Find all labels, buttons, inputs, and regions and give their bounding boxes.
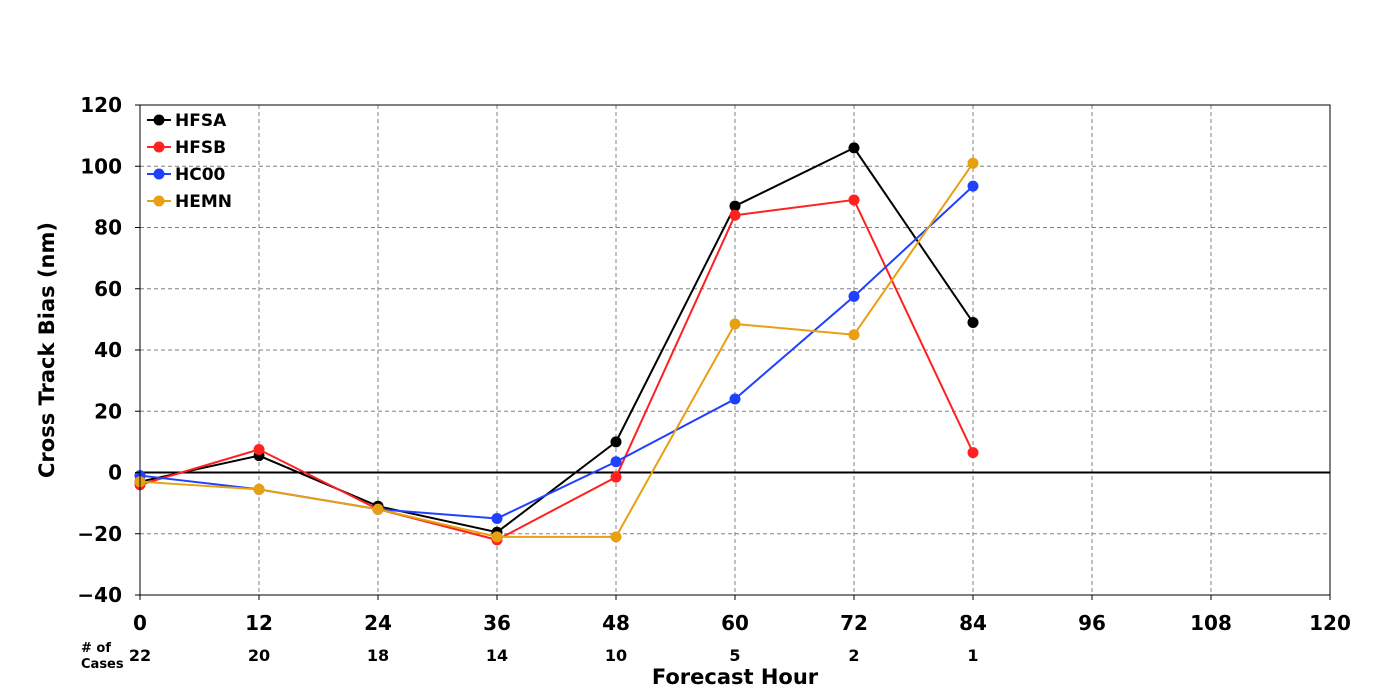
data-point [967, 316, 979, 328]
case-count-label: 2 [848, 646, 859, 665]
data-point [253, 483, 265, 495]
x-tick-label: 12 [245, 611, 273, 635]
series-line [139, 185, 974, 520]
y-tick-label: 20 [94, 399, 122, 423]
data-point [610, 471, 622, 483]
cases-header: # of Cases [81, 641, 124, 672]
x-axis-title: Forecast Hour [652, 665, 819, 689]
series-layer [134, 142, 979, 546]
x-tick-label: 96 [1078, 611, 1106, 635]
data-point [610, 456, 622, 468]
data-point [729, 209, 741, 221]
series-line [139, 162, 974, 538]
data-point [848, 142, 860, 154]
legend-label: HEMN [175, 192, 232, 212]
case-count-label: 1 [967, 646, 978, 665]
legend-label: HFSB [175, 138, 226, 158]
legend-marker [153, 195, 165, 207]
legend-item-hfsb: HFSB [147, 138, 226, 158]
x-tick-label: 84 [959, 611, 987, 635]
tick-layer: 0 12 24 36 48 60 72 84 96 108 120 −40 −20 0 20 40 60 80 10… [77, 93, 1350, 635]
x-tick-label: 48 [602, 611, 630, 635]
x-tick-label: 72 [840, 611, 868, 635]
x-tick-label: 24 [364, 611, 392, 635]
y-tick-label: −40 [77, 583, 122, 607]
x-tick-label: 60 [721, 611, 749, 635]
case-count-label: 20 [248, 646, 270, 665]
case-count-label: 14 [486, 646, 508, 665]
data-point [848, 194, 860, 206]
data-point [848, 329, 860, 341]
case-count-label: 22 [129, 646, 151, 665]
data-point [372, 503, 384, 515]
grid-layer [140, 105, 1330, 595]
data-point [967, 157, 979, 169]
legend-item-hc00: HC00 [147, 165, 226, 185]
x-tick-label: 36 [483, 611, 511, 635]
y-tick-label: 120 [80, 93, 122, 117]
case-count-label: 18 [367, 646, 389, 665]
x-tick-label: 120 [1309, 611, 1351, 635]
y-tick-label: −20 [77, 522, 122, 546]
series-hemn [134, 157, 979, 543]
series-line [139, 198, 974, 541]
series-line [139, 146, 974, 534]
data-point [610, 436, 622, 448]
y-tick-label: 0 [108, 461, 122, 485]
legend-label: HFSA [175, 111, 227, 131]
legend: HFSA HFSB HC00 HEMN [147, 111, 232, 212]
legend-marker [153, 114, 165, 126]
case-count-label: 5 [729, 646, 740, 665]
data-point [967, 447, 979, 459]
data-point [729, 318, 741, 330]
data-point [610, 531, 622, 543]
y-tick-label: 100 [80, 154, 122, 178]
x-tick-label: 0 [133, 611, 147, 635]
y-tick-label: 80 [94, 216, 122, 240]
legend-item-hfsa: HFSA [147, 111, 227, 131]
data-point [253, 444, 265, 456]
data-point [729, 200, 741, 212]
legend-marker [153, 141, 165, 153]
legend-label: HC00 [175, 165, 226, 185]
y-axis-title: Cross Track Bias (nm) [35, 222, 59, 478]
legend-marker [153, 168, 165, 180]
y-tick-label: 40 [94, 338, 122, 362]
legend-item-hemn: HEMN [147, 192, 232, 212]
data-point [848, 290, 860, 302]
y-tick-label: 60 [94, 277, 122, 301]
data-point [491, 531, 503, 543]
x-tick-label: 108 [1190, 611, 1232, 635]
data-point [491, 512, 503, 524]
case-count-label: 10 [605, 646, 627, 665]
cases-layer: # of Cases 22 20 18 14 10 5 2 1 [81, 641, 979, 672]
data-point [967, 180, 979, 192]
data-point [729, 393, 741, 405]
